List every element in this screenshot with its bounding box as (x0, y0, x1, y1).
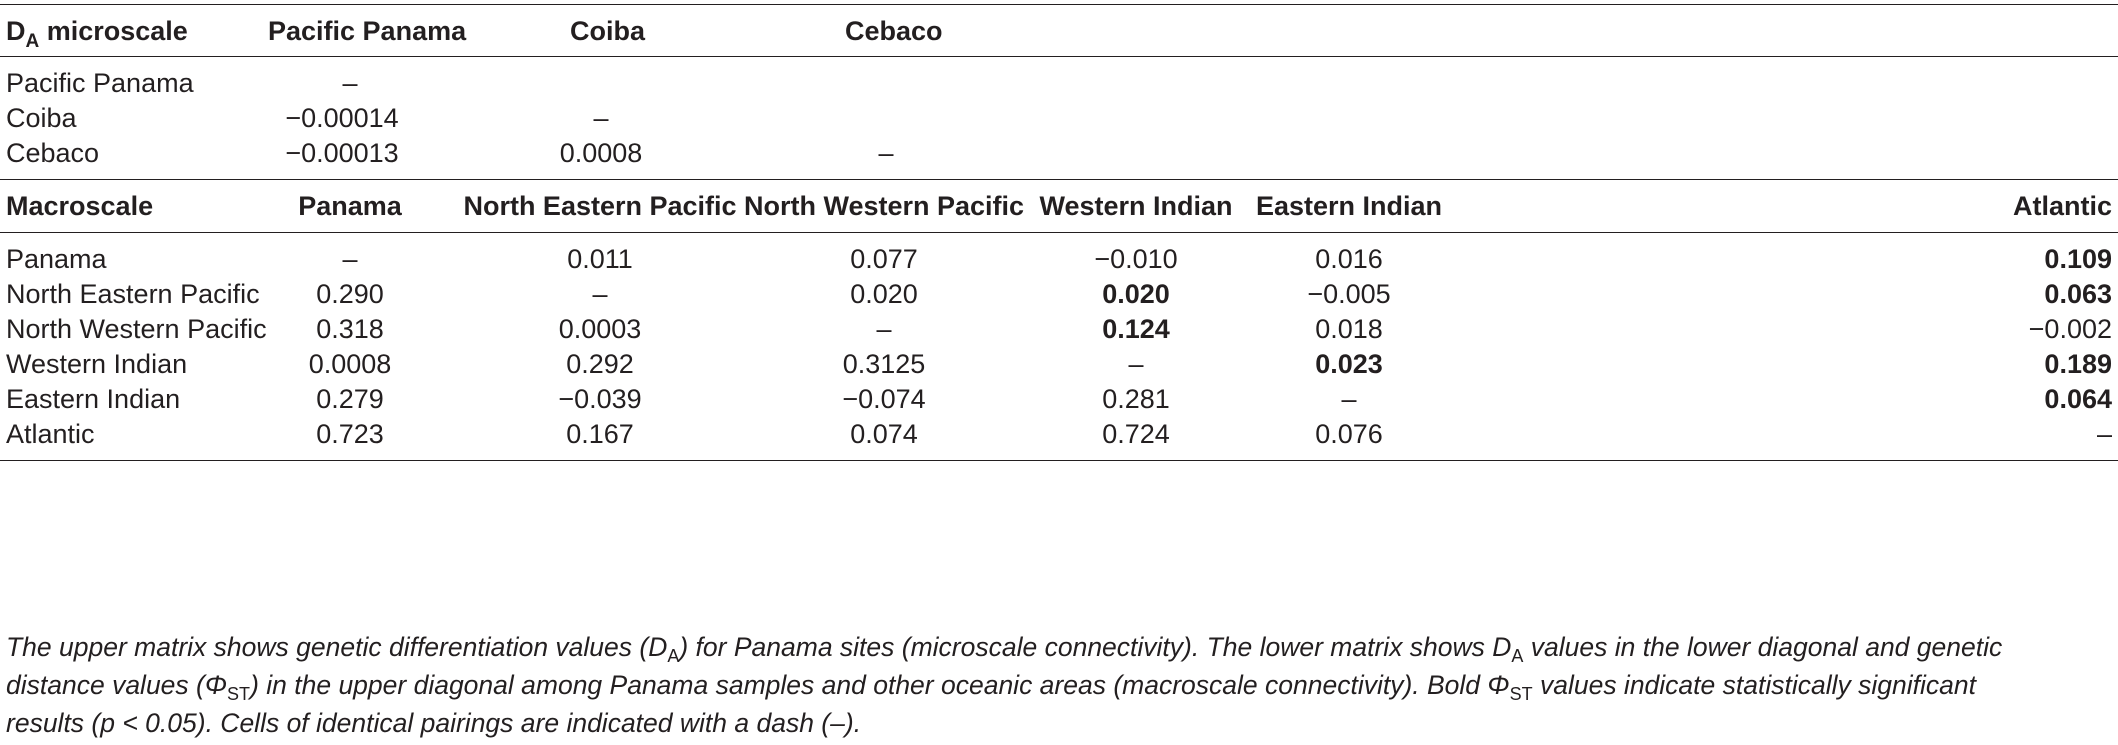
micro-col-header: Pacific Panama (268, 16, 467, 46)
table-cell-significant: 0.020 (1102, 279, 1170, 309)
row-label: Coiba (6, 103, 77, 133)
row-label: North Eastern Pacific (6, 279, 260, 309)
table-cell-significant: 0.064 (2044, 384, 2112, 414)
row-label: Eastern Indian (6, 384, 181, 414)
table-cell: 0.018 (1315, 314, 1383, 344)
table-cell: −0.010 (1094, 244, 1178, 274)
table-cell: 0.0003 (558, 314, 642, 344)
table-cell: – (342, 68, 358, 98)
micro-col-header: Cebaco (845, 16, 943, 46)
table-cell: −0.00013 (285, 138, 399, 168)
row-label: Pacific Panama (6, 68, 194, 98)
table-cell: 0.077 (850, 244, 918, 274)
macro-col-header: Eastern Indian (1255, 191, 1443, 221)
table-cell-significant: 0.063 (2044, 279, 2112, 309)
macro-header-rule (0, 232, 2118, 233)
macro-col-header: Panama (298, 191, 402, 221)
table-cell: 0.3125 (842, 349, 926, 379)
table-cell: 0.279 (316, 384, 384, 414)
micro-col-header: Coiba (570, 16, 646, 46)
table-cell: 0.011 (567, 244, 633, 274)
table-cell-significant: 0.189 (2044, 349, 2112, 379)
row-label: North Western Pacific (6, 314, 267, 344)
section-divider-rule (0, 179, 2118, 180)
table-cell: 0.290 (316, 279, 384, 309)
table-cell: 0.281 (1102, 384, 1170, 414)
table-cell: −0.074 (842, 384, 926, 414)
table-cell: – (2096, 419, 2112, 449)
table-cell: −0.039 (558, 384, 642, 414)
table-cell: 0.318 (316, 314, 384, 344)
table-cell: 0.167 (566, 419, 634, 449)
macro-col-header: North Eastern Pacific (463, 191, 737, 221)
table-cell-significant: 0.023 (1315, 349, 1383, 379)
micro-header-rule (0, 56, 2118, 57)
row-label: Cebaco (6, 138, 100, 168)
table-cell: 0.020 (850, 279, 918, 309)
row-label: Western Indian (6, 349, 188, 379)
table-cell: −0.002 (2028, 314, 2112, 344)
table-caption: The upper matrix shows genetic different… (6, 632, 2003, 738)
table-cell-significant: 0.124 (1102, 314, 1170, 344)
table-cell: – (1341, 384, 1357, 414)
table-cell: 0.0008 (308, 349, 392, 379)
table-cell: – (342, 244, 358, 274)
table-cell: 0.723 (316, 419, 384, 449)
table-cell: 0.0008 (559, 138, 643, 168)
macro-col-header: North Western Pacific (743, 191, 1025, 221)
micro-corner-header: DA microscale (6, 16, 188, 52)
table-cell: −0.00014 (285, 103, 399, 133)
table-cell: – (1128, 349, 1144, 379)
table-cell: 0.016 (1315, 244, 1383, 274)
table-cell: – (592, 279, 608, 309)
table-cell: 0.076 (1315, 419, 1383, 449)
table-cell: – (593, 103, 609, 133)
macro-col-header: Atlantic (2012, 191, 2112, 221)
table-cell: 0.724 (1102, 419, 1170, 449)
macro-col-header: Western Indian (1039, 191, 1233, 221)
table-cell: – (876, 314, 892, 344)
table-cell: 0.074 (850, 419, 918, 449)
table-cell: – (878, 138, 894, 168)
table-bottom-rule (0, 460, 2118, 461)
table-top-rule (0, 4, 2118, 5)
row-label: Panama (6, 244, 107, 274)
table-cell: −0.005 (1307, 279, 1391, 309)
table-cell-significant: 0.109 (2044, 244, 2112, 274)
table-cell: 0.292 (566, 349, 634, 379)
macro-corner-header: Macroscale (6, 191, 154, 221)
row-label: Atlantic (6, 419, 95, 449)
